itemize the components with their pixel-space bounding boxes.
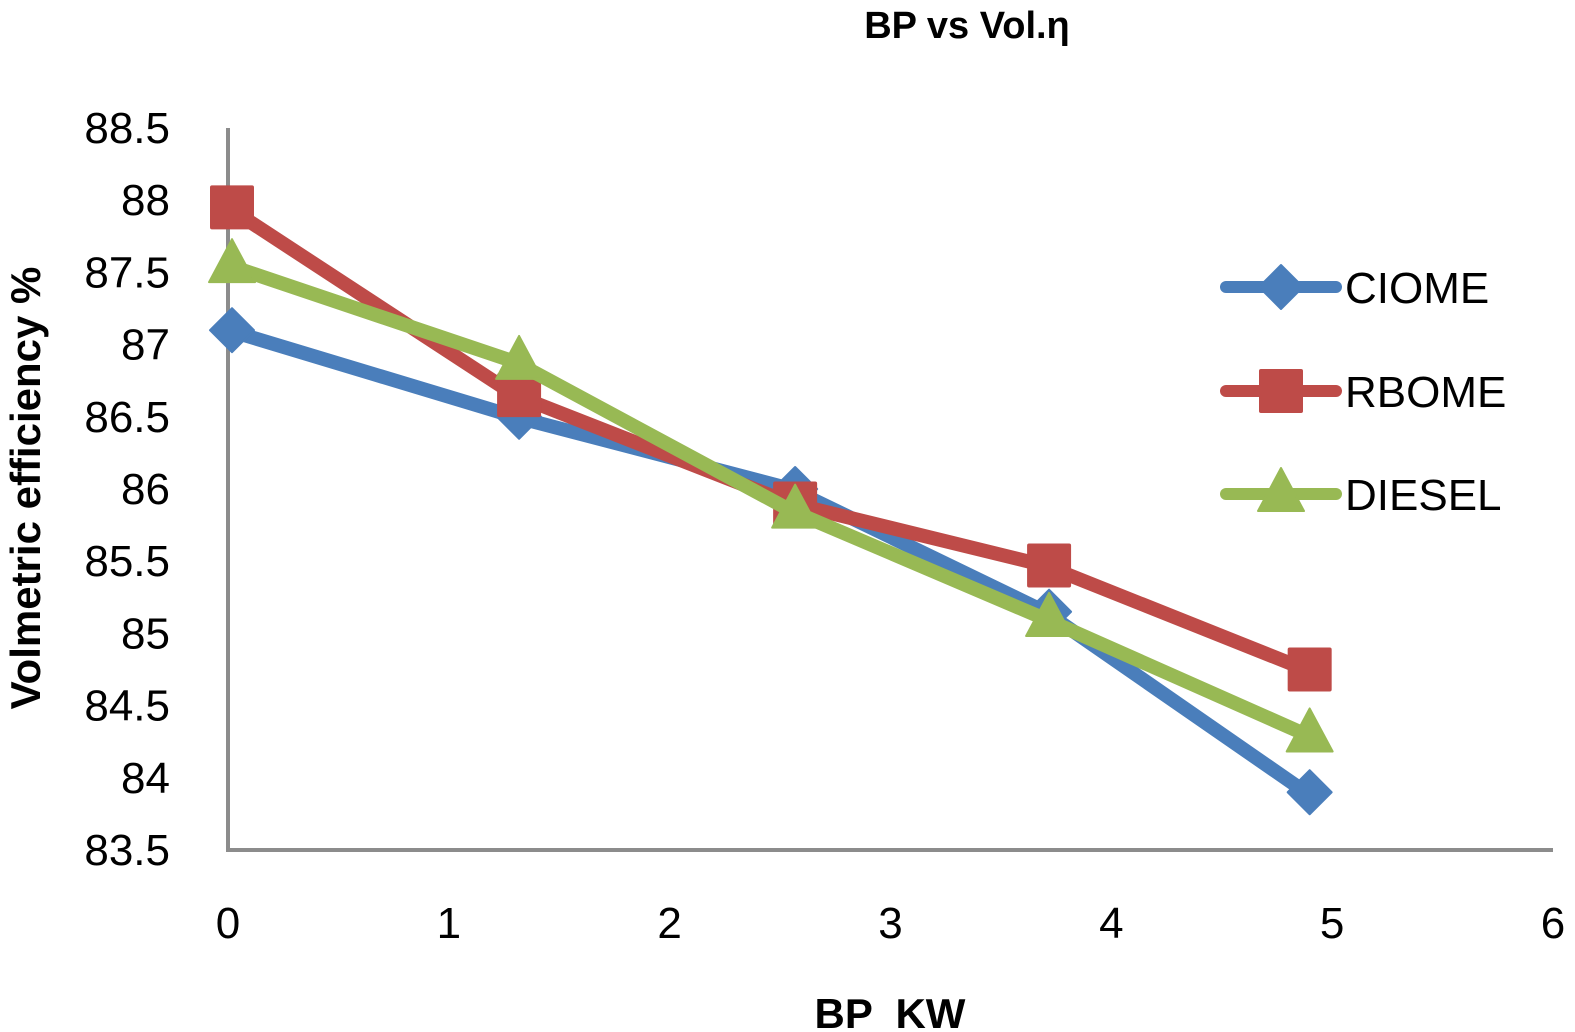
legend-label: CIOME xyxy=(1345,264,1489,313)
x-tick-label: 5 xyxy=(1320,899,1344,948)
series-line-diesel xyxy=(221,258,1313,742)
series-ciome xyxy=(209,307,1333,816)
x-tick-label: 6 xyxy=(1541,899,1565,948)
legend-item-diesel: DIESEL xyxy=(1220,467,1502,520)
y-tick-label: 86.5 xyxy=(84,393,170,442)
y-tick-label: 87.5 xyxy=(84,248,170,297)
x-tick-label: 3 xyxy=(878,899,902,948)
data-point-ciome xyxy=(209,307,255,354)
y-tick-label: 83.5 xyxy=(84,826,170,875)
data-point-diesel xyxy=(771,483,820,529)
legend-label: DIESEL xyxy=(1345,471,1502,520)
y-tick-label: 88.5 xyxy=(84,104,170,153)
legend-swatch-triangle-icon xyxy=(1257,467,1305,512)
series-layer xyxy=(208,185,1334,816)
data-point-rbome xyxy=(497,373,542,418)
data-point-diesel xyxy=(1285,707,1334,753)
data-point-rbome xyxy=(210,185,254,230)
legend-item-rbome: RBOME xyxy=(1220,368,1506,417)
y-tick-label: 85.5 xyxy=(84,537,170,586)
legend-swatch-square-icon xyxy=(1259,369,1303,413)
series-diesel xyxy=(208,238,1334,753)
legend: CIOME RBOME DIESEL xyxy=(1220,264,1506,520)
data-point-diesel xyxy=(208,238,256,284)
y-tick-label: 88 xyxy=(121,176,170,225)
y-tick-label: 87 xyxy=(121,321,170,370)
series-line-ciome xyxy=(221,323,1313,800)
series-line-rbome xyxy=(221,200,1313,677)
x-tick-label: 4 xyxy=(1099,899,1123,948)
data-point-rbome xyxy=(1027,543,1072,588)
legend-swatch-diamond-icon xyxy=(1258,264,1304,310)
series-rbome xyxy=(210,185,1332,692)
legend-label: RBOME xyxy=(1345,368,1506,417)
data-point-diesel xyxy=(495,334,544,380)
data-point-ciome xyxy=(1286,769,1333,816)
y-axis-title: Volmetric efficiency % xyxy=(2,267,49,710)
x-tick-label: 1 xyxy=(437,899,461,948)
x-tick-label: 0 xyxy=(216,899,240,948)
y-tick-label: 84.5 xyxy=(84,682,170,731)
x-tick-labels: 0 1 2 3 4 5 6 xyxy=(216,899,1565,948)
y-tick-label: 85 xyxy=(121,609,170,658)
legend-item-ciome: CIOME xyxy=(1220,264,1489,313)
data-point-diesel xyxy=(1025,591,1074,637)
y-tick-label: 86 xyxy=(121,465,170,514)
chart-title: BP vs Vol.η xyxy=(864,5,1070,47)
x-axis-title: BP KW xyxy=(815,990,966,1032)
data-point-rbome xyxy=(1287,647,1332,692)
x-tick-label: 2 xyxy=(657,899,681,948)
y-tick-label: 84 xyxy=(121,754,170,803)
y-tick-labels: 83.5 84 84.5 85 85.5 86 86.5 87 87.5 88 88.5 xyxy=(84,104,170,875)
